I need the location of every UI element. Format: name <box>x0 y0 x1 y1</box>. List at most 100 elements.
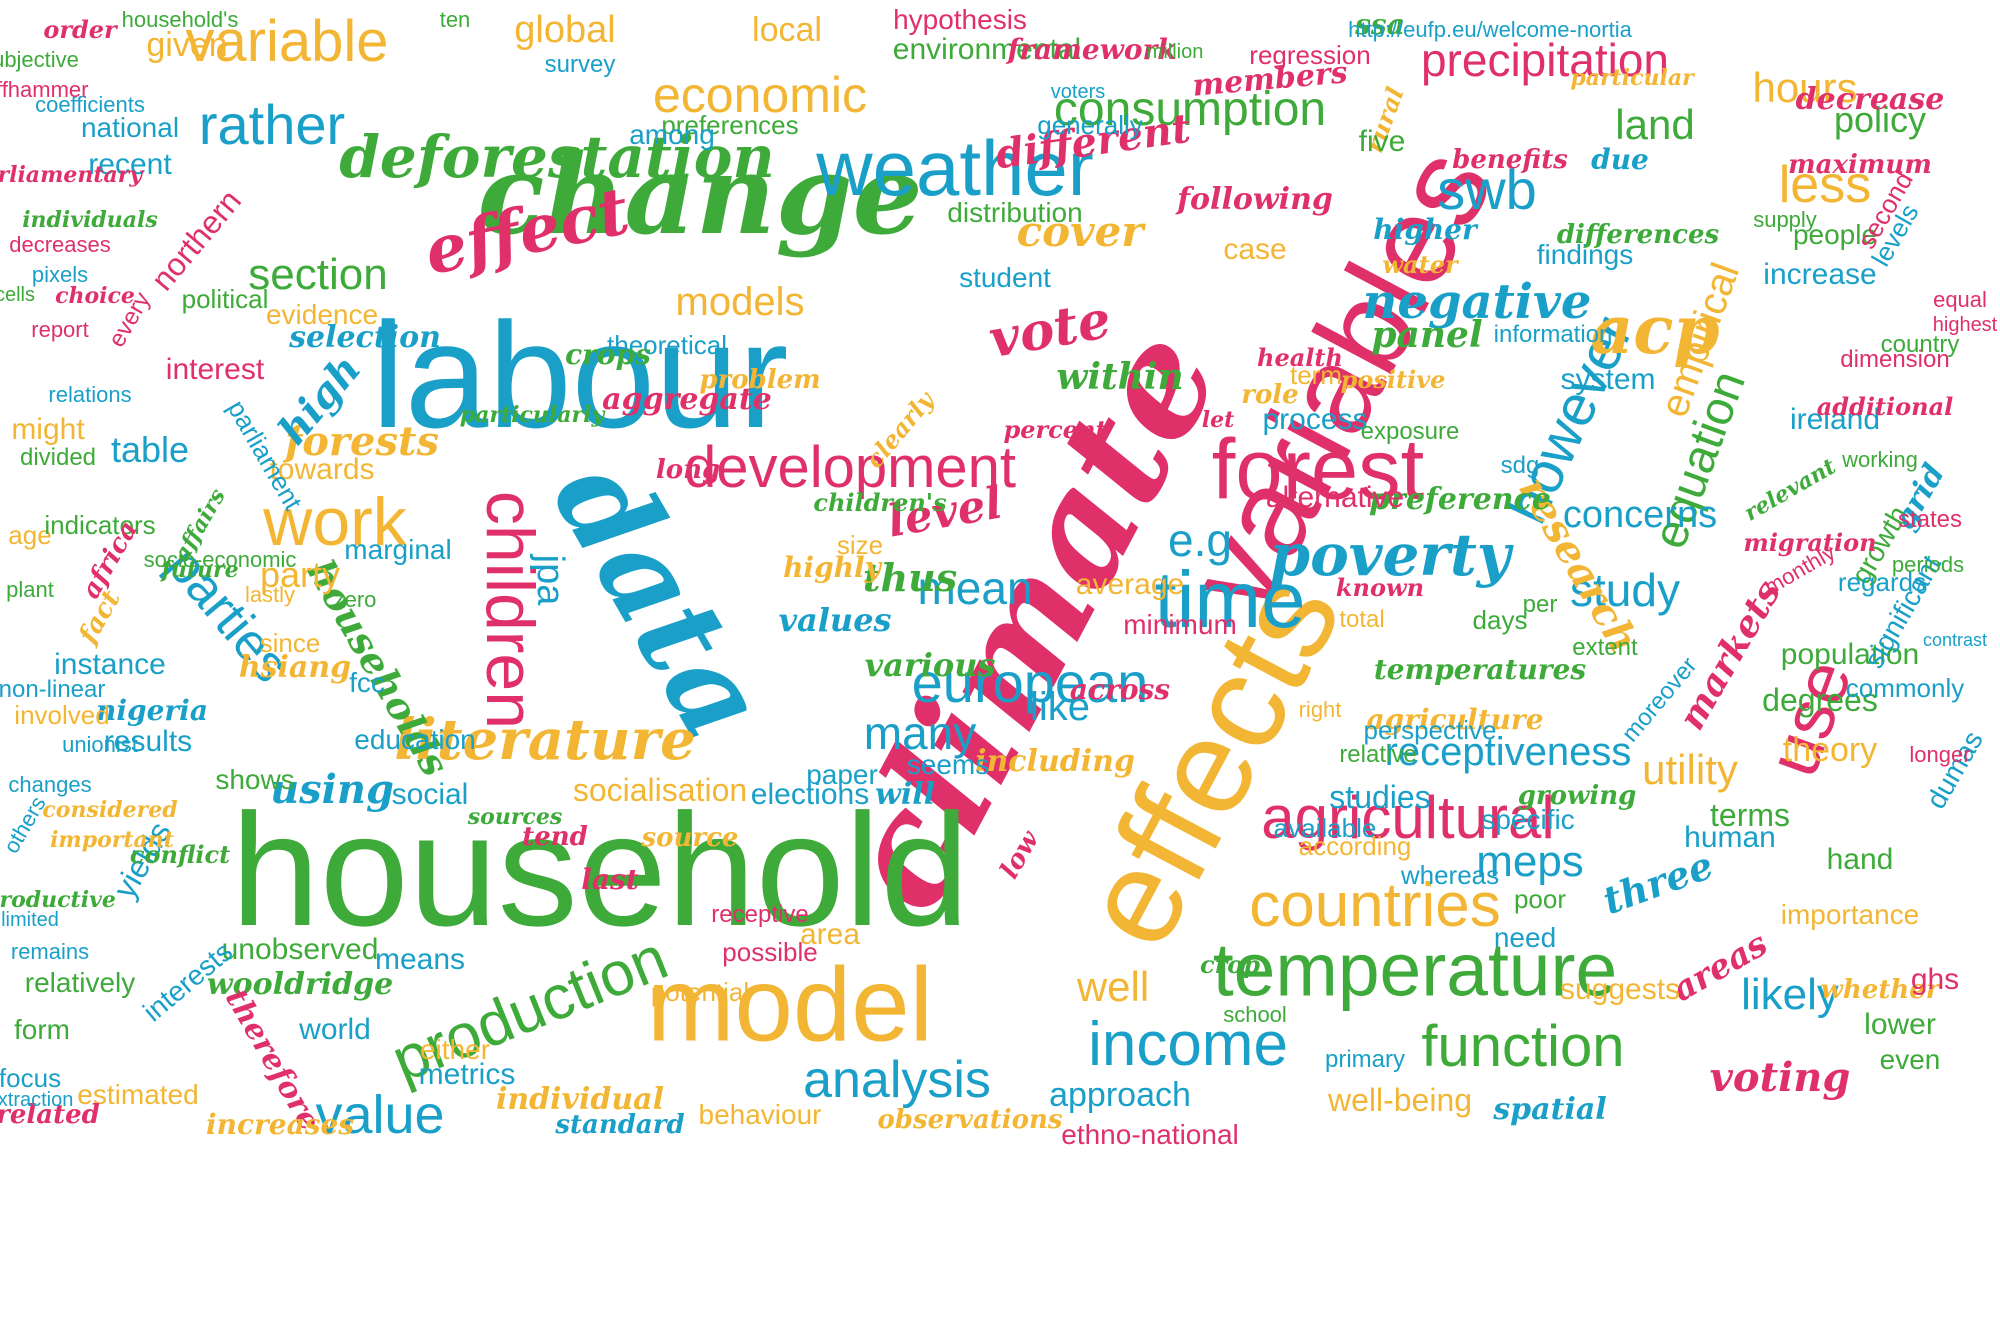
cloud-word: non-linear <box>0 676 106 703</box>
cloud-word: ten <box>439 7 471 32</box>
cloud-word: age <box>8 520 52 550</box>
cloud-word: decrease <box>1795 82 1945 117</box>
cloud-word: relations <box>48 382 132 407</box>
cloud-word: commonly <box>1845 673 1965 703</box>
cloud-word: size <box>836 530 884 560</box>
cloud-word: information <box>1493 321 1613 348</box>
cloud-word: auffhammer <box>0 77 89 102</box>
cloud-word: hypothesis <box>893 4 1027 35</box>
cloud-word: changes <box>8 772 92 797</box>
cloud-word: ssa <box>1355 8 1405 41</box>
cloud-word: recent <box>88 148 172 181</box>
cloud-word: per <box>1522 591 1558 618</box>
cloud-word: alternative <box>1265 481 1405 514</box>
cloud-word: environmental <box>892 33 1082 66</box>
cloud-word: function <box>1421 1014 1625 1079</box>
cloud-word: additional <box>1816 392 1954 421</box>
cloud-word: divided <box>19 444 97 471</box>
cloud-word: states <box>1897 506 1963 533</box>
cloud-word: framework <box>1007 33 1177 66</box>
cloud-word: productive <box>0 887 116 913</box>
cloud-word: towards <box>269 453 375 486</box>
cloud-word: sdg <box>1500 452 1540 479</box>
cloud-word: health <box>1257 343 1343 372</box>
cloud-word: e.g <box>1168 514 1232 566</box>
cloud-word: mean <box>917 562 1033 614</box>
cloud-word: evidence <box>265 299 379 330</box>
cloud-word: process <box>1262 403 1368 436</box>
cloud-word: section <box>248 250 388 299</box>
cloud-word: consumption <box>1053 83 1327 136</box>
cloud-word: temperatures <box>1373 653 1587 686</box>
cloud-word: considered <box>42 797 178 823</box>
cloud-word: right <box>1298 697 1342 722</box>
cloud-word: human <box>1684 821 1776 854</box>
cloud-word: primary <box>1324 1046 1406 1073</box>
cloud-word: involved <box>14 700 110 730</box>
cloud-word: equal <box>1933 287 1987 312</box>
cloud-word: standard <box>555 1110 685 1140</box>
cloud-word: ghs <box>1910 963 1960 996</box>
cloud-word: let <box>1201 407 1235 433</box>
cloud-word: perspective <box>1363 715 1497 745</box>
cloud-word: receptive <box>711 901 809 928</box>
cloud-word: values <box>778 601 892 639</box>
cloud-word: european <box>911 651 1149 714</box>
cloud-word: term <box>1290 360 1342 390</box>
cloud-word: related <box>0 1100 100 1130</box>
cloud-word: local <box>752 11 822 49</box>
cloud-word: forests <box>285 418 439 465</box>
cloud-word: education <box>354 724 476 755</box>
cloud-word: increase <box>1763 258 1877 291</box>
cloud-word: system <box>1560 363 1656 396</box>
cloud-word: lastly <box>244 582 296 607</box>
cloud-word: average <box>1075 568 1185 601</box>
cloud-word: pixels <box>31 262 89 287</box>
cloud-word: within <box>1056 356 1184 398</box>
cloud-word: income <box>1088 1010 1288 1079</box>
cloud-word: important <box>50 827 174 853</box>
cloud-word: days <box>1472 605 1528 635</box>
cloud-word: minimum <box>1123 609 1237 640</box>
cloud-word: growing <box>1517 781 1637 811</box>
cloud-word: aggregate <box>602 382 772 417</box>
cloud-word: acp <box>1590 291 1720 369</box>
cloud-word: agricultural <box>1261 784 1555 851</box>
cloud-word: countries <box>1249 871 1501 940</box>
cloud-word: increases <box>205 1108 355 1141</box>
cloud-word: regards <box>1837 567 1927 597</box>
cloud-word: well-being <box>1327 1082 1473 1118</box>
cloud-word: individual <box>495 1082 665 1117</box>
cloud-word: dimension <box>1840 346 1950 373</box>
cloud-word: rather <box>198 93 346 156</box>
cloud-word: sources <box>467 804 563 830</box>
cloud-word: many <box>863 707 977 759</box>
cloud-word: choice <box>55 283 135 309</box>
cloud-word: instance <box>54 648 166 681</box>
cloud-word: land <box>1615 101 1695 148</box>
cloud-word: negative <box>1362 274 1592 330</box>
cloud-word: well <box>1076 963 1150 1010</box>
cloud-word: five <box>1358 125 1406 158</box>
cloud-word: parliamentary <box>0 162 143 188</box>
cloud-word: benefits <box>1452 145 1568 175</box>
cloud-word: role <box>1241 380 1299 410</box>
cloud-word: jpa <box>529 554 571 606</box>
cloud-word: paper <box>806 759 878 790</box>
cloud-word: means <box>374 943 466 976</box>
cloud-word: need <box>1493 922 1557 953</box>
cloud-word: approach <box>1049 1076 1191 1114</box>
cloud-word: among <box>629 119 715 150</box>
cloud-word: including <box>975 744 1135 779</box>
cloud-word: water <box>1382 250 1458 279</box>
cloud-word: working <box>1842 447 1918 472</box>
cloud-word: million <box>1146 41 1204 63</box>
cloud-word: case <box>1223 233 1287 266</box>
cloud-word: northern <box>143 182 249 298</box>
cloud-word: source <box>641 823 739 853</box>
cloud-word: cover <box>1016 207 1144 256</box>
cloud-word: hours <box>1752 64 1858 111</box>
cloud-word: student <box>959 262 1051 293</box>
cloud-word: theory <box>1782 731 1878 769</box>
